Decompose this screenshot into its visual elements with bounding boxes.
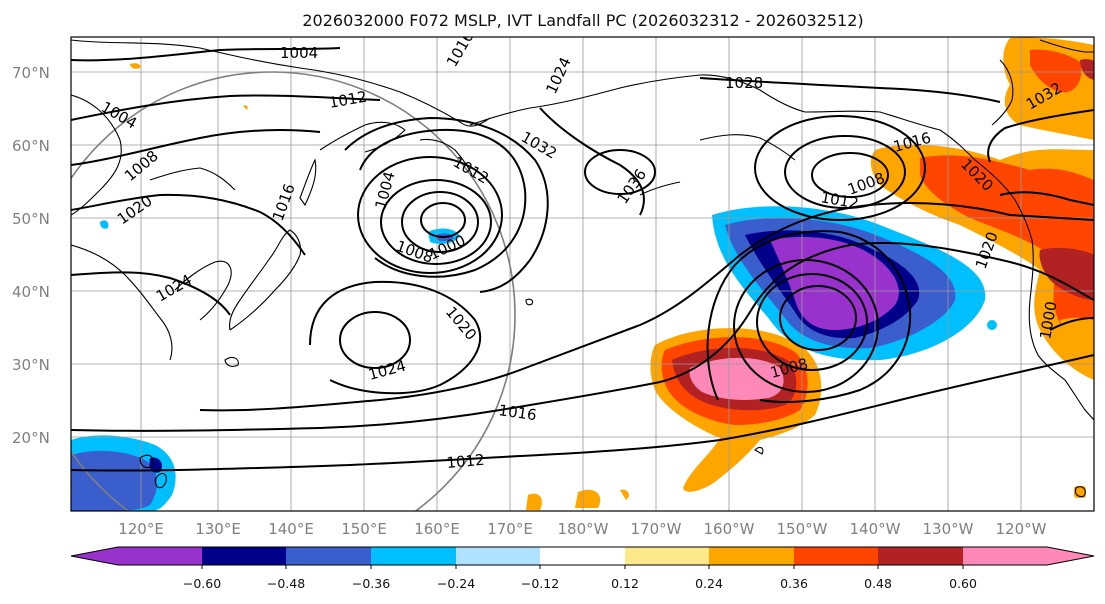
isobar-label: 1012 bbox=[446, 451, 486, 472]
lon-label: 150°W bbox=[777, 520, 828, 538]
lon-label: 120°W bbox=[996, 520, 1047, 538]
landfall-region-circle bbox=[71, 71, 516, 511]
lon-label: 180°W bbox=[558, 520, 609, 538]
colorbar-tick-label: −0.36 bbox=[352, 576, 390, 591]
colorbar-tick-label: 0.36 bbox=[780, 576, 808, 591]
map-panel: 1004 1012 1016 1024 1004 1008 1020 1016 … bbox=[70, 36, 1095, 512]
lat-label: 60°N bbox=[12, 137, 50, 155]
lat-label: 50°N bbox=[12, 210, 50, 228]
lon-label: 140°W bbox=[850, 520, 901, 538]
longitude-labels: 120°E 130°E 140°E 150°E 160°E 170°E 180°… bbox=[118, 520, 1046, 538]
colorbar-tick-label: 0.48 bbox=[864, 576, 892, 591]
lon-label: 150°E bbox=[341, 520, 387, 538]
colorbar-swatch bbox=[71, 547, 202, 565]
colorbar-tick-label: −0.60 bbox=[183, 576, 221, 591]
lon-label: 170°W bbox=[631, 520, 682, 538]
isobars bbox=[71, 47, 1094, 472]
colorbar-swatch bbox=[202, 547, 286, 565]
lon-label: 130°W bbox=[923, 520, 974, 538]
lat-label: 40°N bbox=[12, 283, 50, 301]
colorbar-tick-label: −0.24 bbox=[437, 576, 475, 591]
colorbar-swatch bbox=[794, 547, 878, 565]
colorbar-tick-label: −0.48 bbox=[267, 576, 305, 591]
isobar-label: 1028 bbox=[725, 74, 763, 92]
lon-label: 120°E bbox=[118, 520, 164, 538]
lat-label: 20°N bbox=[12, 429, 50, 447]
colorbar-tick-label: 0.12 bbox=[611, 576, 639, 591]
colorbar-tick-label: 0.60 bbox=[949, 576, 977, 591]
lon-label: 170°E bbox=[487, 520, 533, 538]
colorbar-tick-label: −0.12 bbox=[521, 576, 559, 591]
lat-label: 30°N bbox=[12, 356, 50, 374]
lon-label: 160°E bbox=[414, 520, 460, 538]
colorbar-swatch bbox=[878, 547, 963, 565]
coastlines bbox=[71, 39, 1094, 498]
colorbar-swatch bbox=[709, 547, 794, 565]
colorbar-swatch bbox=[371, 547, 456, 565]
colorbar-swatch bbox=[625, 547, 709, 565]
colorbar-swatch bbox=[456, 547, 540, 565]
lon-label: 160°W bbox=[704, 520, 755, 538]
colorbar-swatch bbox=[286, 547, 371, 565]
colorbar: −0.60 −0.48 −0.36 −0.24 −0.12 0.12 0.24 … bbox=[70, 546, 1095, 591]
colorbar-swatch bbox=[963, 547, 1094, 565]
lat-label: 70°N bbox=[12, 64, 50, 82]
latitude-labels: 70°N 60°N 50°N 40°N 30°N 20°N bbox=[12, 64, 50, 447]
lon-label: 140°E bbox=[268, 520, 314, 538]
graticule bbox=[71, 37, 1094, 511]
colorbar-swatch bbox=[540, 547, 625, 565]
isobar-label: 1016 bbox=[497, 401, 537, 424]
lon-label: 130°E bbox=[195, 520, 241, 538]
map-title: 2026032000 F072 MSLP, IVT Landfall PC (2… bbox=[302, 11, 863, 30]
colorbar-tick-label: 0.24 bbox=[695, 576, 723, 591]
isobar-label: 1004 bbox=[280, 44, 318, 62]
colorbar-ticks bbox=[201, 565, 964, 569]
